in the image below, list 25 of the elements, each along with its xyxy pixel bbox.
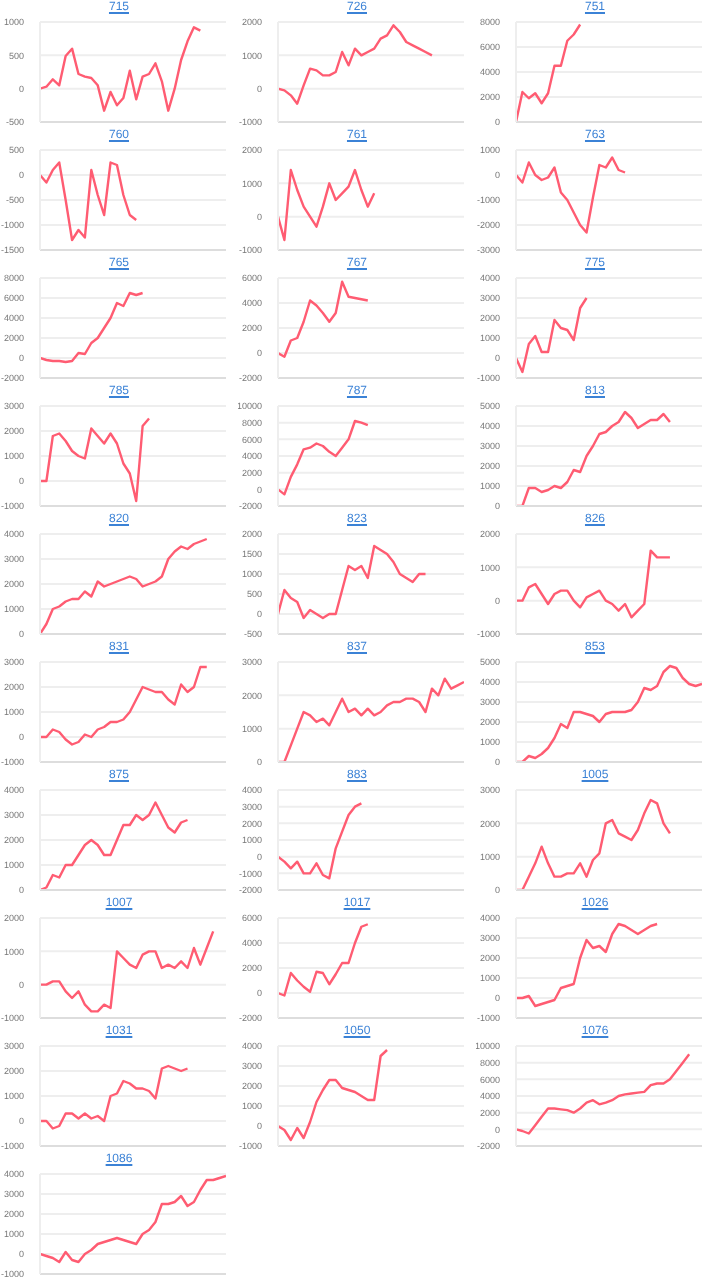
- line-series: [278, 544, 427, 620]
- line-series: [40, 26, 202, 112]
- line-series: [40, 291, 144, 364]
- line-series: [516, 798, 672, 890]
- line-series: [516, 1053, 691, 1135]
- line-series: [516, 922, 659, 1008]
- line-series: [516, 549, 672, 619]
- line-series: [40, 417, 151, 503]
- line-series: [278, 1048, 389, 1142]
- line-series: [516, 296, 588, 374]
- line-series: [278, 923, 369, 997]
- line-series: [278, 24, 434, 105]
- line-series: [278, 168, 376, 242]
- line-series: [516, 664, 702, 762]
- line-series: [278, 677, 464, 762]
- line-series: [40, 665, 208, 746]
- line-series: [278, 280, 369, 358]
- line-series: [40, 930, 215, 1013]
- line-series: [278, 802, 363, 880]
- line-series: [40, 801, 189, 890]
- line-series: [516, 156, 627, 234]
- line-series: [278, 419, 369, 496]
- line-series: [516, 410, 672, 506]
- line-series: [40, 1064, 189, 1130]
- line-series: [40, 161, 138, 242]
